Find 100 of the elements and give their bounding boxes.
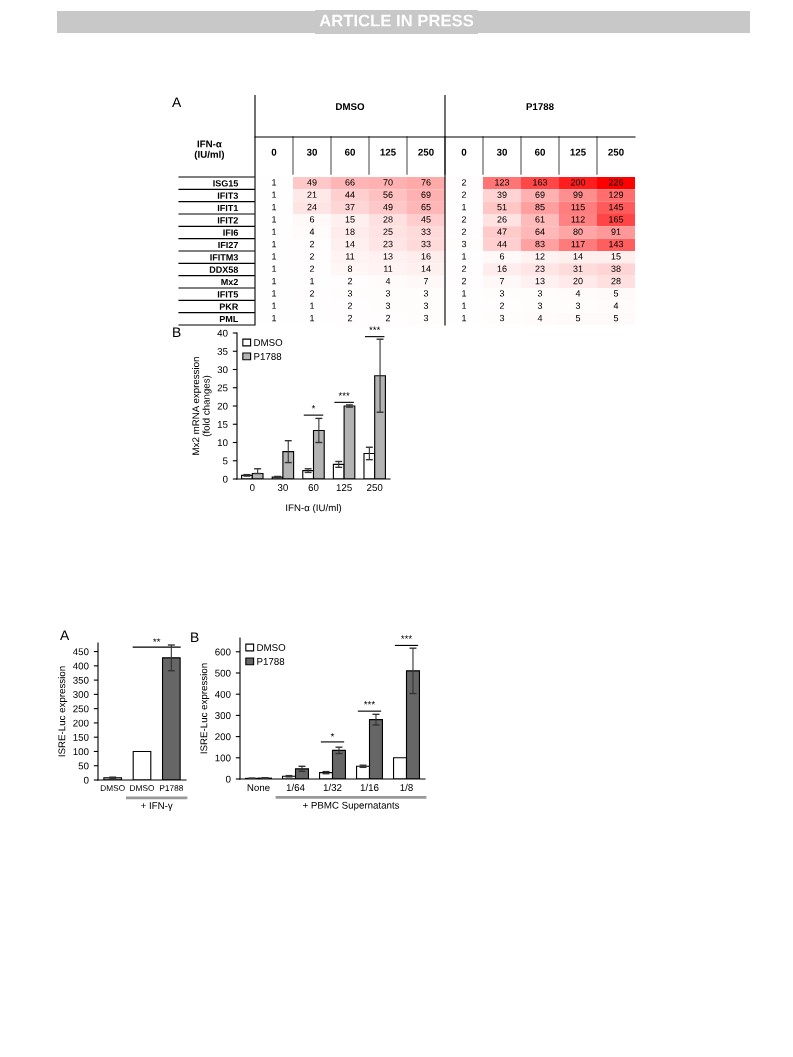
data-label: 47 xyxy=(497,228,507,235)
data-label: 1 xyxy=(310,277,315,285)
data-label: 39 xyxy=(497,191,507,198)
y-tick-label: 0 xyxy=(225,775,231,783)
data-label: 2 xyxy=(309,253,315,260)
data-label: 23 xyxy=(535,265,545,272)
data-label: 2 xyxy=(309,265,315,272)
y-tick-label: 30 xyxy=(217,366,228,374)
data-label: 13 xyxy=(383,253,393,260)
data-label: 5 xyxy=(613,290,619,297)
data-label: 165 xyxy=(609,216,624,223)
x-tick-label: 1/16 xyxy=(360,783,379,791)
data-label: 3 xyxy=(537,290,543,297)
data-label: 4 xyxy=(575,290,581,297)
text: + IFN-γ xyxy=(141,802,173,811)
data-label: 24 xyxy=(307,203,317,211)
x-tick-label: 30 xyxy=(496,148,508,156)
data-label: 1 xyxy=(310,302,315,309)
data-label: 20 xyxy=(573,277,583,285)
legend-label: P1788 xyxy=(257,658,285,665)
x-tick-label: 60 xyxy=(308,484,319,491)
y-tick-label: 300 xyxy=(215,712,231,720)
data-label: 3 xyxy=(499,290,505,297)
data-label: 25 xyxy=(383,228,393,235)
text: A xyxy=(172,97,182,108)
y-axis-title: ISRE-Luc expression xyxy=(58,666,68,757)
data-label: 12 xyxy=(535,253,545,260)
y-tick-label: PKR xyxy=(219,303,239,310)
data-label: 1 xyxy=(272,253,277,260)
data-label: 163 xyxy=(533,179,548,186)
data-label: 28 xyxy=(611,277,621,285)
y-tick-label: 600 xyxy=(215,648,231,656)
y-tick-label: IFI6 xyxy=(223,229,239,236)
x-tick-label: 0 xyxy=(249,484,255,491)
data-label: 80 xyxy=(573,228,583,235)
legend-label: DMSO xyxy=(254,339,283,346)
data-label: 1 xyxy=(272,302,277,309)
data-label: 1 xyxy=(272,277,277,285)
data-label: 38 xyxy=(611,265,621,272)
data-label: 2 xyxy=(461,228,467,235)
y-tick-label: 40 xyxy=(217,329,228,337)
data-label: 16 xyxy=(497,265,507,272)
data-label: 1 xyxy=(272,290,277,297)
data-label: 64 xyxy=(535,228,545,235)
y-tick-label: 15 xyxy=(217,421,228,428)
data-label: 7 xyxy=(499,277,505,285)
data-label: 37 xyxy=(345,203,355,211)
data-label: 117 xyxy=(571,240,585,248)
data-label: 76 xyxy=(421,179,431,186)
data-label: 44 xyxy=(497,240,507,248)
data-label: 4 xyxy=(309,228,315,235)
data-label: 21 xyxy=(307,191,317,198)
y-tick-label: 35 xyxy=(217,347,228,355)
y-tick-label: 300 xyxy=(73,691,89,698)
legend-label: DMSO xyxy=(257,644,286,651)
data-label: 49 xyxy=(383,203,393,211)
data-label: 2 xyxy=(309,240,315,248)
data-label: 83 xyxy=(535,240,545,248)
data-label: 1 xyxy=(272,203,277,211)
x-tick-label: DMSO xyxy=(130,785,155,791)
data-label: 61 xyxy=(535,216,545,223)
annotation: * xyxy=(330,733,335,737)
data-label: 112 xyxy=(571,216,585,223)
data-label: 16 xyxy=(421,253,431,260)
data-label: 3 xyxy=(385,302,391,309)
data-label: 4 xyxy=(613,302,619,309)
data-label: 69 xyxy=(535,191,545,198)
data-label: 2 xyxy=(385,314,391,322)
data-label: 85 xyxy=(535,203,545,211)
text: B xyxy=(173,327,181,338)
text: DMSO xyxy=(336,103,365,111)
x-tick-label: 0 xyxy=(461,148,467,156)
data-label: 3 xyxy=(423,290,429,297)
data-label: 129 xyxy=(609,191,624,198)
annotation: * xyxy=(311,405,316,409)
data-label: 7 xyxy=(423,277,429,285)
y-tick-label: IFIT5 xyxy=(217,291,239,298)
data-label: 2 xyxy=(499,302,505,309)
y-tick-label: 200 xyxy=(73,719,89,727)
x-tick-label: 30 xyxy=(277,484,288,491)
data-label: 226 xyxy=(608,179,624,186)
data-label: 33 xyxy=(421,228,431,235)
data-label: 4 xyxy=(385,277,391,285)
y-tick-label: 400 xyxy=(214,690,231,698)
y-tick-label: 100 xyxy=(73,748,89,756)
data-label: 2 xyxy=(347,314,353,322)
x-tick-label: 30 xyxy=(306,148,318,156)
y-tick-label: 0 xyxy=(83,776,89,784)
x-tick-label: 1/8 xyxy=(400,783,413,791)
data-label: 69 xyxy=(421,191,431,198)
y-tick-label: 0 xyxy=(222,475,228,483)
y-tick-label: 100 xyxy=(215,754,231,762)
data-label: 15 xyxy=(611,253,621,260)
data-label: 99 xyxy=(573,191,583,198)
x-tick-label: 60 xyxy=(534,148,546,156)
data-label: 14 xyxy=(421,265,431,272)
y-tick-label: 50 xyxy=(78,762,89,770)
x-axis-title: IFN-α (IU/ml) xyxy=(194,140,225,160)
data-label: 11 xyxy=(384,265,393,272)
y-tick-label: 20 xyxy=(217,402,228,410)
